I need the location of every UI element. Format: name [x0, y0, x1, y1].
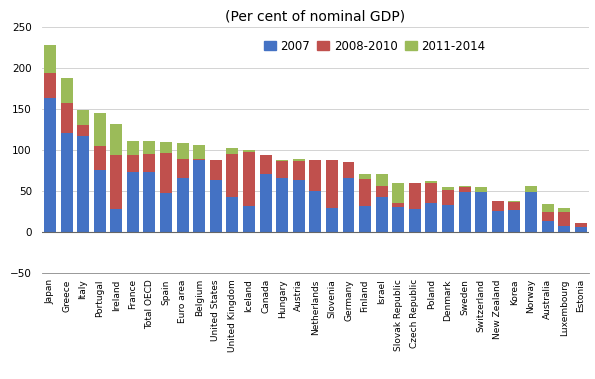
Legend: 2007, 2008-2010, 2011-2014: 2007, 2008-2010, 2011-2014 [259, 35, 490, 57]
Bar [475, 188, 487, 192]
Bar [193, 145, 205, 159]
Bar [127, 155, 139, 172]
Bar [541, 221, 553, 232]
Bar [442, 205, 454, 232]
Bar [525, 186, 537, 232]
Bar [359, 174, 371, 179]
Bar [509, 200, 521, 210]
Bar [210, 160, 222, 180]
Bar [143, 141, 155, 154]
Bar [94, 170, 106, 232]
Bar [309, 191, 321, 232]
Bar [392, 183, 404, 203]
Bar [110, 124, 122, 155]
Bar [525, 186, 537, 193]
Bar [193, 160, 205, 232]
Bar [425, 203, 437, 232]
Bar [44, 45, 56, 74]
Bar [210, 180, 222, 232]
Bar [293, 159, 305, 161]
Bar [276, 179, 288, 232]
Bar [94, 113, 106, 146]
Bar [375, 197, 388, 232]
Bar [459, 186, 471, 188]
Bar [558, 226, 570, 232]
Bar [61, 78, 73, 103]
Bar [326, 160, 338, 208]
Bar [459, 188, 471, 192]
Bar [143, 154, 155, 172]
Bar [425, 181, 437, 203]
Bar [442, 190, 454, 205]
Bar [160, 153, 172, 193]
Bar [276, 160, 288, 179]
Bar [243, 205, 255, 232]
Bar [110, 209, 122, 232]
Bar [193, 159, 205, 160]
Bar [61, 133, 73, 232]
Bar [160, 142, 172, 153]
Bar [375, 186, 388, 197]
Bar [77, 110, 89, 125]
Bar [326, 208, 338, 232]
Bar [409, 209, 421, 232]
Bar [77, 125, 89, 136]
Bar [525, 186, 537, 193]
Title: (Per cent of nominal GDP): (Per cent of nominal GDP) [226, 10, 405, 24]
Bar [541, 204, 553, 212]
Bar [359, 179, 371, 206]
Bar [309, 160, 321, 191]
Bar [375, 174, 388, 186]
Bar [459, 192, 471, 232]
Bar [575, 227, 587, 232]
Bar [110, 155, 122, 209]
Bar [541, 212, 553, 221]
Bar [243, 150, 255, 205]
Bar [177, 143, 189, 159]
Bar [127, 141, 139, 155]
Bar [425, 181, 437, 183]
Bar [392, 207, 404, 232]
Bar [227, 148, 239, 154]
Bar [492, 202, 504, 211]
Bar [492, 211, 504, 232]
Bar [343, 162, 355, 179]
Bar [227, 154, 239, 196]
Bar [509, 210, 521, 232]
Bar [259, 155, 271, 174]
Bar [44, 74, 56, 98]
Bar [61, 103, 73, 133]
Bar [409, 183, 421, 209]
Bar [475, 189, 487, 232]
Bar [343, 179, 355, 232]
Bar [227, 196, 239, 232]
Bar [143, 172, 155, 232]
Bar [442, 186, 454, 190]
Bar [243, 150, 255, 152]
Bar [392, 203, 404, 207]
Bar [127, 172, 139, 232]
Bar [77, 136, 89, 232]
Bar [276, 160, 288, 161]
Bar [558, 212, 570, 226]
Bar [475, 189, 487, 192]
Bar [177, 179, 189, 232]
Bar [359, 206, 371, 232]
Bar [177, 159, 189, 179]
Bar [575, 223, 587, 227]
Bar [94, 146, 106, 170]
Bar [259, 174, 271, 232]
Bar [558, 208, 570, 212]
Bar [160, 193, 172, 232]
Bar [509, 200, 521, 202]
Bar [293, 180, 305, 232]
Bar [293, 161, 305, 180]
Bar [44, 98, 56, 232]
